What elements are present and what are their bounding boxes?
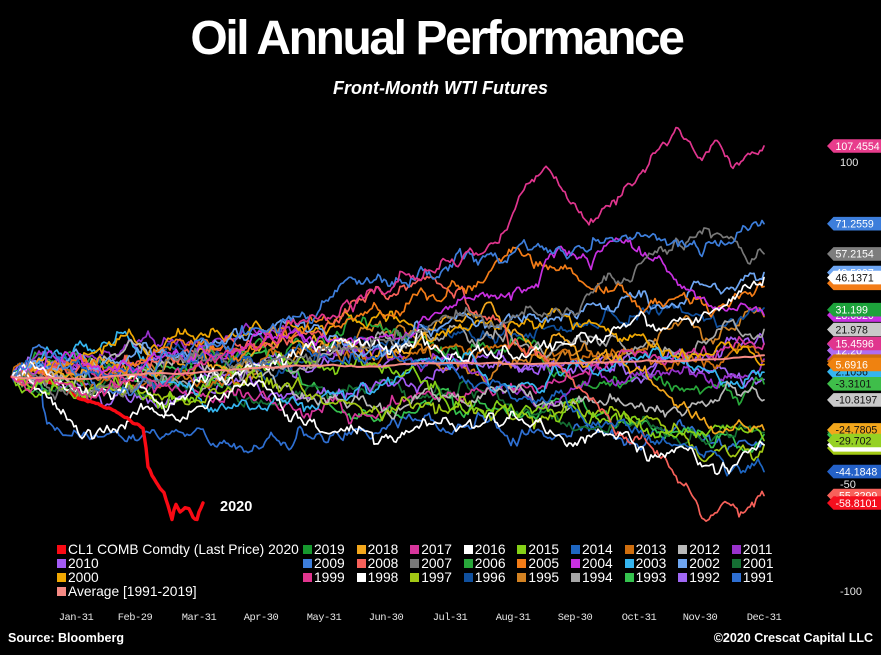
svg-text:100: 100 (840, 157, 858, 169)
svg-text:Oct-31: Oct-31 (622, 612, 657, 624)
svg-text:Jan-31: Jan-31 (59, 612, 94, 624)
svg-text:-29.702: -29.702 (836, 435, 872, 447)
svg-text:Jul-31: Jul-31 (433, 612, 468, 624)
svg-text:May-31: May-31 (307, 612, 342, 624)
svg-text:Apr-30: Apr-30 (244, 612, 279, 624)
svg-text:31.199: 31.199 (836, 305, 869, 317)
svg-text:5.6916: 5.6916 (836, 359, 869, 371)
svg-text:Feb-29: Feb-29 (118, 612, 153, 624)
svg-text:71.2559: 71.2559 (836, 219, 874, 231)
svg-text:Jun-30: Jun-30 (369, 612, 404, 624)
svg-text:-50: -50 (840, 479, 856, 491)
svg-text:15.4596: 15.4596 (836, 338, 874, 350)
svg-text:57.2154: 57.2154 (836, 249, 874, 261)
svg-text:-44.1848: -44.1848 (836, 466, 878, 478)
svg-text:2020: 2020 (220, 499, 252, 515)
svg-text:Aug-31: Aug-31 (496, 612, 531, 624)
svg-text:-100: -100 (840, 586, 862, 598)
svg-text:-10.8197: -10.8197 (836, 395, 878, 407)
svg-text:Dec-31: Dec-31 (747, 612, 782, 624)
svg-text:-3.3101: -3.3101 (836, 379, 872, 391)
svg-text:-58.8101: -58.8101 (836, 498, 878, 510)
svg-text:Nov-30: Nov-30 (683, 612, 718, 624)
svg-text:Sep-30: Sep-30 (558, 612, 593, 624)
svg-text:107.4554: 107.4554 (836, 141, 880, 153)
svg-text:46.1371: 46.1371 (836, 272, 874, 284)
svg-text:Mar-31: Mar-31 (182, 612, 217, 624)
svg-text:21.978: 21.978 (836, 324, 869, 336)
